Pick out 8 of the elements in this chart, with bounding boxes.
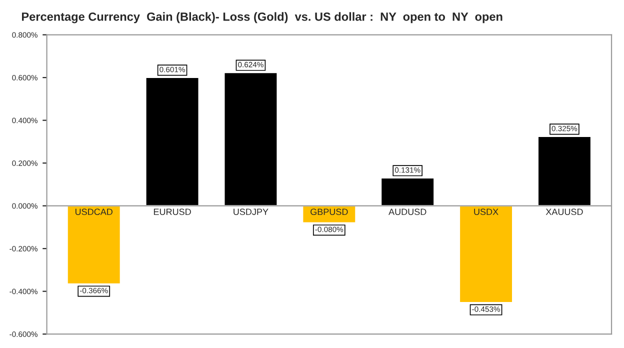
x-tick-label: USDCAD bbox=[75, 208, 112, 216]
x-tick-label: AUDUSD bbox=[388, 208, 426, 216]
x-tick-label: EURUSD bbox=[154, 208, 191, 216]
x-tick-label: XAUUSD bbox=[546, 208, 583, 216]
x-tick-label: GBPUSD bbox=[310, 208, 348, 216]
chart-title: Percentage Currency Gain (Black)- Loss (Gold) vs. US dollar : NY open to NY open bbox=[22, 12, 502, 24]
x-tick-label: USDX bbox=[474, 208, 498, 216]
x-tick-label: USDJPY bbox=[234, 208, 268, 216]
